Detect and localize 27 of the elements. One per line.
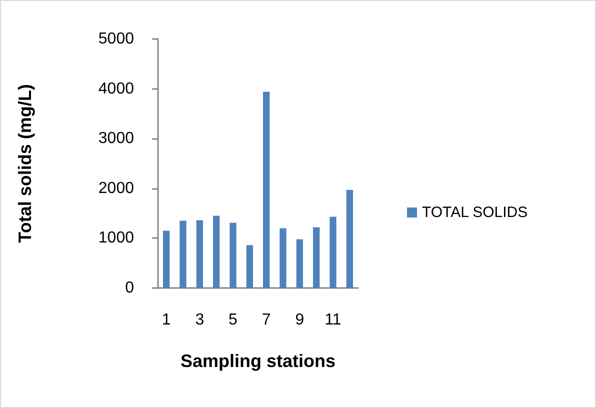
x-axis-title: Sampling stations (180, 351, 336, 371)
x-tick-label: 1 (162, 312, 171, 328)
y-tick-label: 5000 (98, 30, 134, 48)
bar (180, 220, 186, 288)
y-tick-label: 1000 (98, 230, 134, 247)
bar (313, 227, 320, 288)
y-tick-label: 3000 (98, 130, 134, 148)
bar (346, 190, 353, 288)
y-axis-title: Total solids (mg/L) (15, 84, 35, 243)
y-tick-label: 2000 (98, 180, 134, 197)
y-tick-label: 0 (125, 280, 134, 296)
x-tick-label: 5 (228, 312, 238, 328)
bar (296, 239, 303, 288)
bar (230, 222, 236, 288)
bar (213, 216, 220, 288)
bar (196, 220, 203, 288)
bar (246, 245, 253, 288)
x-tick-label: 9 (295, 312, 304, 328)
bar (163, 230, 170, 288)
x-tick-label: 3 (195, 312, 204, 328)
bar (280, 228, 286, 288)
bar (330, 216, 336, 288)
x-tick-label: 7 (262, 312, 271, 328)
y-tick-label: 4000 (98, 80, 134, 98)
bar (263, 92, 270, 288)
x-tick-label: 11 (324, 312, 342, 328)
legend-label: TOTAL SOLIDS (422, 204, 528, 221)
